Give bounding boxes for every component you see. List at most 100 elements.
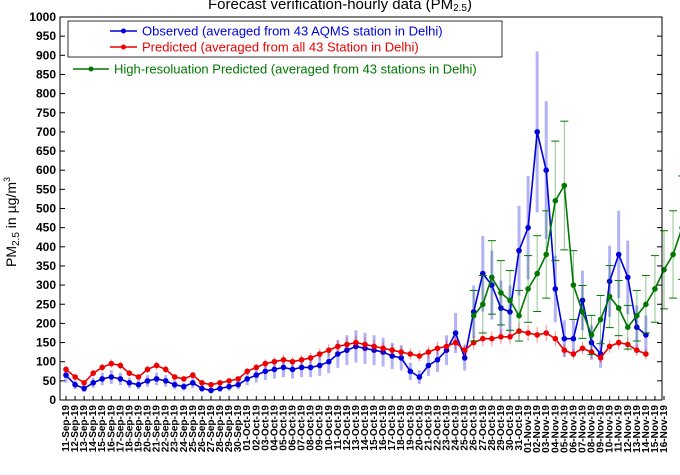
data-point — [63, 366, 69, 373]
data-point — [289, 358, 296, 365]
x-tick-label: 08-Nov-19 — [587, 405, 598, 453]
x-tick-label: 21-Sep-19 — [152, 405, 163, 453]
data-point — [90, 370, 96, 377]
x-tick-label: 22-Sep-19 — [161, 405, 172, 453]
data-point — [99, 376, 105, 382]
legend: Observed (averaged from 43 AQMS station … — [67, 20, 503, 77]
x-tick-label: 14-Sep-19 — [88, 405, 99, 453]
data-point — [344, 347, 350, 354]
data-point — [498, 290, 504, 296]
x-tick-label: 06-Nov-19 — [568, 405, 579, 453]
x-tick-label: 20-Oct-19 — [414, 405, 425, 451]
data-point — [190, 380, 196, 386]
data-point — [181, 376, 187, 382]
y-tick-label: 350 — [36, 259, 56, 273]
x-tick-label: 29-Sep-19 — [224, 405, 235, 453]
data-point — [389, 347, 396, 354]
x-tick-label: 24-Oct-19 — [451, 405, 462, 451]
y-tick-label: 0 — [49, 393, 56, 407]
x-tick-label: 03-Nov-19 — [541, 405, 552, 453]
data-point — [162, 378, 169, 384]
y-tick-label: 50 — [43, 374, 57, 388]
data-point — [634, 324, 640, 331]
legend-box — [67, 20, 503, 58]
data-point — [561, 335, 568, 342]
data-point — [353, 339, 359, 346]
chart-title: Forecast verification-hourly data (PM2.5… — [208, 0, 472, 14]
x-tick-label: 25-Oct-19 — [460, 405, 471, 451]
data-point — [615, 251, 622, 258]
data-point — [90, 380, 96, 386]
data-point — [570, 351, 577, 357]
data-point — [144, 366, 151, 373]
data-point — [298, 364, 305, 371]
x-tick-label: 04-Oct-19 — [269, 405, 280, 451]
y-tick-label: 250 — [36, 297, 56, 311]
data-point — [171, 374, 178, 380]
data-point — [534, 129, 540, 135]
data-point — [407, 368, 414, 375]
ylabel-tail: in µg/m — [3, 182, 19, 232]
ylabel-sup: 3 — [2, 177, 12, 182]
data-point — [525, 224, 531, 231]
data-point — [335, 351, 341, 357]
data-point — [235, 376, 241, 382]
x-tick-label: 13-Sep-19 — [79, 405, 90, 453]
data-point — [199, 385, 205, 392]
x-tick-label: 23-Sep-19 — [170, 405, 181, 453]
data-point — [316, 351, 323, 357]
data-point — [244, 376, 250, 382]
y-tick-label: 400 — [36, 240, 56, 254]
x-tick-label: 06-Oct-19 — [288, 405, 299, 451]
data-point — [425, 349, 432, 355]
y-tick-label: 300 — [36, 278, 56, 292]
data-point — [534, 332, 540, 338]
x-tick-label: 15-Nov-19 — [650, 405, 661, 453]
y-tick-label: 450 — [36, 221, 56, 235]
data-point — [208, 381, 214, 388]
data-point — [661, 267, 667, 273]
y-tick-label: 200 — [36, 316, 56, 330]
data-point — [507, 334, 513, 340]
data-point — [579, 297, 586, 304]
data-point — [634, 312, 640, 319]
data-point — [461, 355, 468, 361]
data-point — [153, 362, 160, 369]
data-point — [307, 364, 314, 371]
x-tick-label: 29-Oct-19 — [496, 405, 507, 451]
y-tick-label: 100 — [36, 355, 56, 369]
data-point — [625, 341, 631, 348]
x-tick-label: 19-Sep-19 — [133, 405, 144, 453]
data-point — [262, 360, 269, 367]
data-point — [498, 305, 504, 311]
x-tick-label: 30-Sep-19 — [233, 405, 244, 453]
series-2 — [469, 120, 680, 355]
x-axis: 11-Sep-1912-Sep-1913-Sep-1914-Sep-1915-S… — [61, 396, 670, 453]
data-point — [525, 330, 531, 336]
data-point — [470, 312, 477, 319]
y-tick-label: 500 — [36, 202, 56, 216]
data-point — [217, 385, 223, 392]
x-tick-label: 12-Oct-19 — [342, 405, 353, 451]
x-tick-label: 17-Sep-19 — [115, 405, 126, 453]
legend-label-observed: Observed (averaged from 43 AQMS station … — [142, 24, 443, 39]
x-tick-label: 16-Oct-19 — [378, 405, 389, 451]
data-point — [634, 347, 640, 354]
data-point — [525, 286, 531, 292]
x-tick-label: 18-Sep-19 — [124, 405, 135, 453]
data-point — [579, 345, 586, 352]
data-point — [579, 309, 586, 315]
y-tick-label: 900 — [36, 48, 56, 62]
data-point — [344, 341, 350, 348]
data-point — [326, 358, 332, 365]
data-point — [271, 366, 278, 373]
data-point — [135, 381, 142, 388]
data-point — [335, 343, 341, 350]
x-tick-label: 11-Sep-19 — [61, 405, 72, 452]
x-tick-label: 22-Oct-19 — [432, 405, 443, 451]
ylabel-sub: 2.5 — [11, 232, 22, 246]
data-point — [171, 381, 178, 388]
x-tick-label: 28-Oct-19 — [487, 405, 498, 451]
data-point — [507, 297, 513, 304]
x-tick-label: 26-Oct-19 — [469, 405, 480, 451]
